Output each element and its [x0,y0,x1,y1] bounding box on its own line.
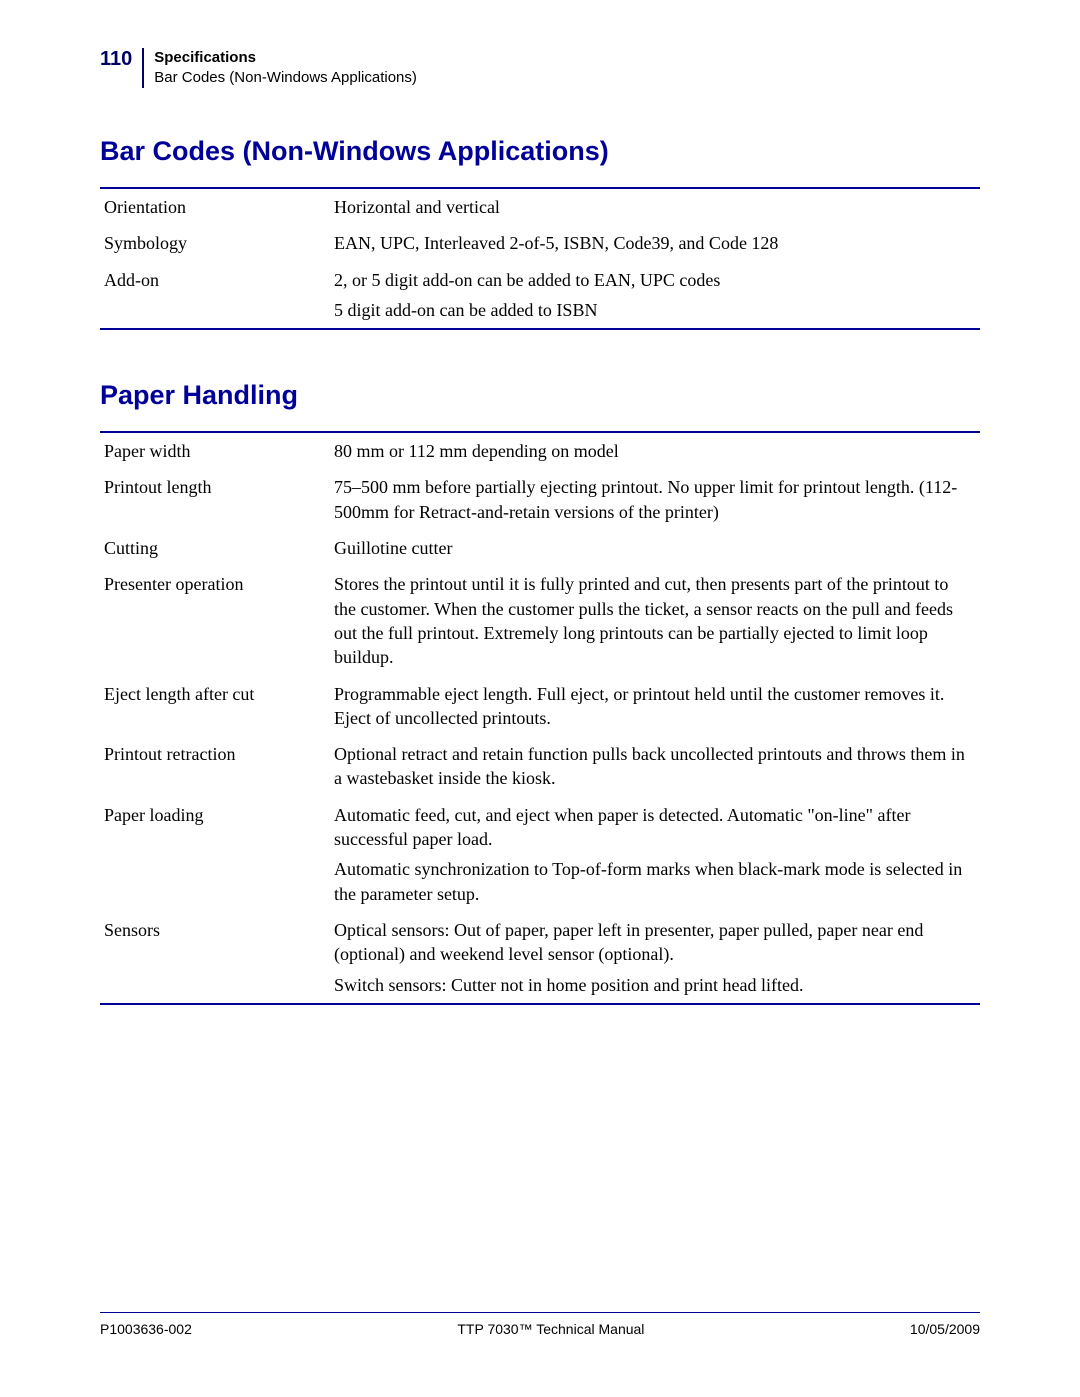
paper-label: Printout length [100,469,330,530]
page-footer: P1003636-002 TTP 7030™ Technical Manual … [100,1312,980,1337]
paper-value-line: Switch sensors: Cutter not in home posit… [334,973,972,997]
paper-value: Optional retract and retain function pul… [330,736,980,797]
paper-label: Presenter operation [100,566,330,675]
barcodes-value-line: 5 digit add-on can be added to ISBN [334,298,972,322]
paper-value: Optical sensors: Out of paper, paper lef… [330,912,980,1004]
paper-value-line: Stores the printout until it is fully pr… [334,572,972,669]
paper-value-line: Guillotine cutter [334,536,972,560]
barcodes-value-line: Horizontal and vertical [334,195,972,219]
paper-value-line: Optional retract and retain function pul… [334,742,972,791]
footer-center: TTP 7030™ Technical Manual [457,1321,644,1337]
paper-value: 75–500 mm before partially ejecting prin… [330,469,980,530]
paper-value: Automatic feed, cut, and eject when pape… [330,797,980,912]
paper-value-line: Optical sensors: Out of paper, paper lef… [334,918,972,967]
header-section-name: Specifications [154,48,417,68]
barcodes-row: SymbologyEAN, UPC, Interleaved 2-of-5, I… [100,225,980,261]
paper-label: Cutting [100,530,330,566]
header-text-block: Specifications Bar Codes (Non-Windows Ap… [154,48,417,87]
paper-label: Eject length after cut [100,676,330,737]
footer-right: 10/05/2009 [910,1321,980,1337]
paper-row: Paper width80 mm or 112 mm depending on … [100,432,980,469]
paper-row: Printout length75–500 mm before partiall… [100,469,980,530]
paper-value: Programmable eject length. Full eject, o… [330,676,980,737]
paper-value-line: 80 mm or 112 mm depending on model [334,439,972,463]
paper-row: Paper loadingAutomatic feed, cut, and ej… [100,797,980,912]
paper-table: Paper width80 mm or 112 mm depending on … [100,431,980,1005]
section-title-paper: Paper Handling [100,380,980,411]
paper-row: Printout retractionOptional retract and … [100,736,980,797]
paper-row: Presenter operationStores the printout u… [100,566,980,675]
paper-value-line: Automatic feed, cut, and eject when pape… [334,803,972,852]
header-divider [142,48,144,88]
paper-value: Stores the printout until it is fully pr… [330,566,980,675]
paper-value-line: Automatic synchronization to Top-of-form… [334,857,972,906]
barcodes-value: Horizontal and vertical [330,188,980,225]
footer-left: P1003636-002 [100,1321,192,1337]
paper-row: SensorsOptical sensors: Out of paper, pa… [100,912,980,1004]
barcodes-value-line: EAN, UPC, Interleaved 2-of-5, ISBN, Code… [334,231,972,255]
header-subsection-name: Bar Codes (Non-Windows Applications) [154,68,417,88]
paper-label: Paper loading [100,797,330,912]
barcodes-row: OrientationHorizontal and vertical [100,188,980,225]
paper-row: Eject length after cutProgrammable eject… [100,676,980,737]
barcodes-value-line: 2, or 5 digit add-on can be added to EAN… [334,268,972,292]
section-title-barcodes: Bar Codes (Non-Windows Applications) [100,136,980,167]
barcodes-value: EAN, UPC, Interleaved 2-of-5, ISBN, Code… [330,225,980,261]
barcodes-label: Orientation [100,188,330,225]
barcodes-value: 2, or 5 digit add-on can be added to EAN… [330,262,980,330]
barcodes-label: Symbology [100,225,330,261]
paper-value-line: Programmable eject length. Full eject, o… [334,682,972,731]
paper-value: 80 mm or 112 mm depending on model [330,432,980,469]
paper-tbody: Paper width80 mm or 112 mm depending on … [100,432,980,1004]
page-header: 110 Specifications Bar Codes (Non-Window… [100,48,980,88]
paper-label: Paper width [100,432,330,469]
page-number: 110 [100,48,142,71]
paper-label: Sensors [100,912,330,1004]
paper-row: CuttingGuillotine cutter [100,530,980,566]
footer-rule [100,1312,980,1313]
barcodes-label: Add-on [100,262,330,330]
barcodes-tbody: OrientationHorizontal and verticalSymbol… [100,188,980,329]
barcodes-row: Add-on2, or 5 digit add-on can be added … [100,262,980,330]
paper-label: Printout retraction [100,736,330,797]
paper-value-line: 75–500 mm before partially ejecting prin… [334,475,972,524]
barcodes-table: OrientationHorizontal and verticalSymbol… [100,187,980,330]
paper-value: Guillotine cutter [330,530,980,566]
